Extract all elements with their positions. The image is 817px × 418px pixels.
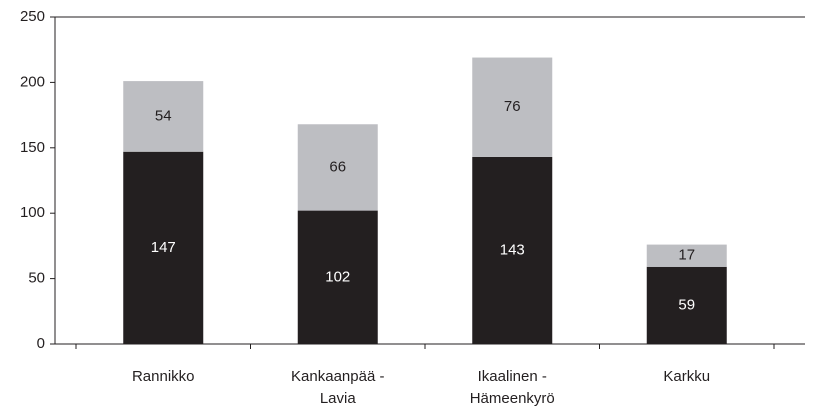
bar-segment: [123, 151, 204, 344]
y-tick-label: 50: [28, 270, 45, 287]
value-label: 59: [678, 296, 695, 313]
value-label: 17: [678, 247, 695, 264]
bar-segment: [297, 124, 378, 211]
value-label: 76: [504, 98, 521, 115]
value-label: 102: [325, 268, 350, 285]
y-tick-label: 0: [37, 335, 45, 352]
x-tick-label: Rannikko: [131, 368, 195, 385]
bar-segment: [472, 156, 553, 344]
bar-segment: [297, 210, 378, 344]
x-tick-label: Ikaalinen - Hämeenkyrö: [469, 368, 555, 407]
bar-segment: [646, 244, 727, 267]
y-tick-label: 100: [20, 204, 45, 221]
value-label: 66: [329, 158, 346, 175]
x-tick-label: Kankaanpää - Lavia: [291, 368, 385, 407]
y-tick-label: 150: [20, 139, 45, 156]
y-tick-label: 250: [20, 8, 45, 25]
bar-segment: [123, 81, 204, 152]
value-label: 54: [155, 107, 172, 124]
value-label: 143: [500, 241, 525, 258]
value-label: 147: [151, 239, 176, 256]
bar-segment: [646, 266, 727, 344]
x-tick-label: Karkku: [663, 368, 711, 385]
bar-segment: [472, 57, 553, 157]
y-tick-label: 200: [20, 73, 45, 90]
